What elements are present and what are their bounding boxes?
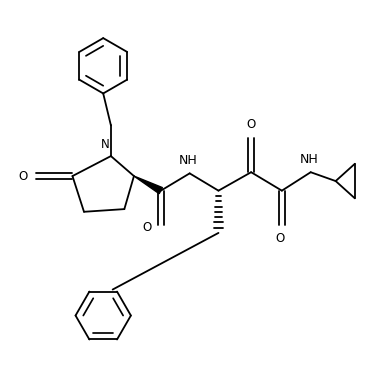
Text: O: O [275, 232, 284, 245]
Text: O: O [142, 221, 151, 234]
Text: O: O [18, 170, 27, 182]
Polygon shape [134, 176, 163, 194]
Text: N: N [101, 138, 110, 151]
Text: NH: NH [300, 153, 318, 166]
Text: O: O [247, 118, 256, 131]
Text: NH: NH [178, 154, 197, 167]
